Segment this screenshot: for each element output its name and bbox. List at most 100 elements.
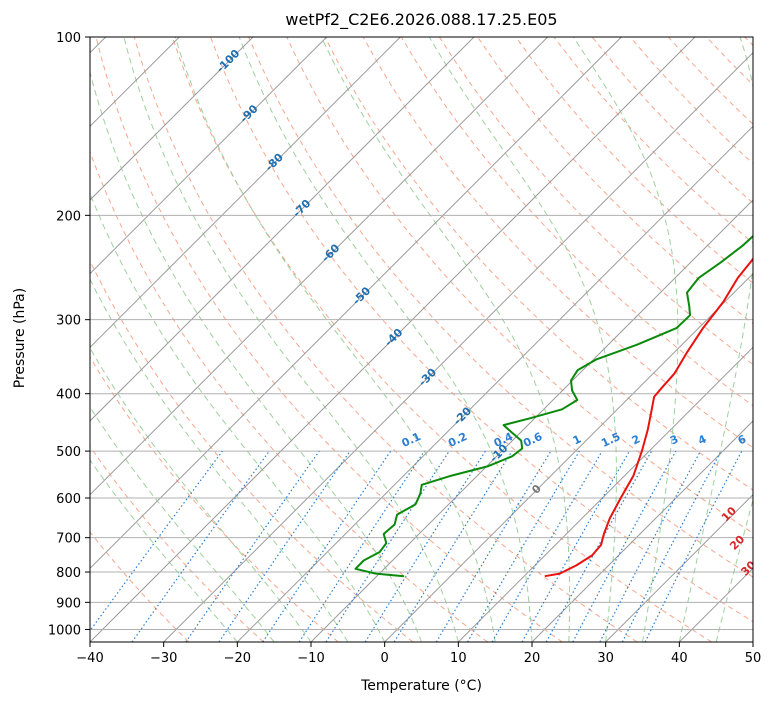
chart-title: wetPf2_C2E6.2026.088.17.25.E05: [285, 10, 558, 29]
y-tick-label: 100: [56, 31, 81, 46]
dry-adiabat-line: [744, 37, 753, 47]
dry-adiabat-line: [438, 37, 753, 366]
x-tick-label: 10: [450, 651, 467, 666]
mixing-ratio-lines: [90, 450, 743, 642]
mixing-ratio-line: [218, 450, 351, 642]
isotherms: [90, 37, 753, 642]
isotherm-line: [310, 199, 753, 642]
dry-adiabat-line: [90, 259, 414, 642]
y-tick-label: 700: [56, 532, 81, 547]
mixing-ratio-label: 4: [696, 432, 709, 447]
x-axis-label: Temperature (°C): [361, 678, 482, 694]
y-tick-label: 900: [56, 596, 81, 611]
x-tick-label: 20: [524, 651, 541, 666]
mixing-ratio-label: 0.2: [446, 430, 469, 450]
isotherm-line: [384, 272, 753, 642]
dry-adiabat-line: [553, 37, 753, 244]
moist-adiabat-line: [715, 497, 753, 642]
x-axis-ticks: −40 −30 −20 −10 0 10 20 30 40 50: [76, 642, 761, 666]
dry-adiabat-line: [591, 37, 753, 204]
isotherm-line: [90, 37, 254, 201]
dry-adiabats: [90, 37, 753, 642]
mixing-ratio-line: [298, 450, 425, 642]
dry-adiabat-line: [400, 37, 753, 407]
y-axis-label: Pressure (hPa): [12, 287, 28, 389]
moist-adiabat-line: [320, 37, 571, 642]
moist-adiabat-line: [428, 37, 617, 642]
moist-adiabat-line: [572, 37, 679, 642]
isotherm-line: [90, 37, 696, 642]
theta-label: 40: [749, 584, 769, 604]
dry-adiabat-line: [515, 37, 753, 284]
mixing-ratio-line: [545, 450, 653, 642]
isotherm-line: [90, 37, 475, 422]
moist-adiabat-line: [90, 406, 275, 642]
x-tick-label: −40: [76, 651, 103, 666]
theta-labels: 10 20 30 40: [719, 504, 769, 605]
dry-adiabat-line: [248, 37, 753, 578]
y-tick-label: 500: [56, 445, 81, 460]
mixing-ratio-line: [599, 450, 702, 642]
dry-adiabat-line: [90, 531, 190, 642]
isotherm-line: [605, 493, 753, 642]
x-tick-label: −30: [150, 651, 177, 666]
moist-adiabat-line: [123, 37, 459, 642]
moist-adiabat-line: [90, 278, 349, 642]
dry-adiabat-line: [668, 37, 753, 125]
x-tick-label: 0: [381, 651, 389, 666]
moist-adiabat-line: [90, 347, 312, 642]
temperature-profile-line: [544, 257, 753, 578]
dry-adiabat-line: [90, 445, 264, 642]
mixing-ratio-label: 0.6: [521, 430, 544, 450]
dry-adiabat-line: [90, 150, 488, 642]
moist-adiabats: [90, 37, 753, 642]
mixing-ratio-line: [131, 450, 270, 642]
isotherm-line: [90, 37, 549, 496]
x-tick-label: −20: [224, 651, 251, 666]
dewpoint-profile-line: [354, 234, 753, 578]
mixing-ratio-line: [325, 450, 450, 642]
dry-adiabat-line: [90, 356, 339, 642]
isotherm-line: [678, 567, 753, 642]
isotherm-line: [752, 641, 753, 642]
mixing-ratio-label: 6: [736, 432, 749, 447]
moist-adiabat-line: [90, 70, 422, 642]
isotherm-line: [236, 125, 753, 642]
x-tick-label: 30: [597, 651, 614, 666]
isotherm-line: [163, 51, 753, 642]
plot-frame: [89, 36, 754, 643]
moist-adiabat-line: [90, 192, 386, 642]
mixing-ratio-line: [90, 450, 223, 632]
theta-label: 30: [738, 558, 758, 578]
mixing-ratio-line: [185, 450, 320, 642]
isotherm-line: [531, 420, 753, 642]
theta-label: 20: [727, 533, 747, 553]
mixing-ratio-line: [393, 450, 513, 642]
dry-adiabat-line: [171, 37, 712, 642]
mixing-ratio-label: 2: [630, 432, 642, 447]
dry-adiabat-line: [706, 37, 753, 86]
moist-adiabat-line: [238, 37, 533, 642]
y-tick-label: 800: [56, 566, 81, 581]
x-tick-label: −10: [297, 651, 324, 666]
theta-label: 10: [719, 504, 739, 524]
isotherm-line: [457, 346, 753, 642]
moist-adiabat-line: [174, 37, 496, 642]
mixing-ratio-line: [644, 450, 743, 642]
y-tick-label: 200: [56, 209, 81, 224]
dry-adiabat-line: [210, 37, 753, 623]
mixing-ratio-label: 3: [668, 432, 680, 447]
moist-adiabat-line: [90, 459, 238, 642]
isotherm-line: [90, 37, 328, 275]
mixing-ratio-label: 0.1: [400, 430, 423, 450]
mixing-ratio-line: [572, 450, 677, 642]
mixing-ratio-label: 1.5: [599, 430, 622, 450]
plot-area: -100-90-80-70-60-50-40-30-20-1000.1 0.2 0.…: [90, 37, 769, 642]
y-tick-label: 600: [56, 492, 81, 507]
y-tick-label: 400: [56, 388, 81, 403]
mixing-ratio-line: [466, 450, 580, 642]
mixing-ratio-line: [435, 450, 552, 642]
dry-adiabat-line: [95, 37, 563, 642]
